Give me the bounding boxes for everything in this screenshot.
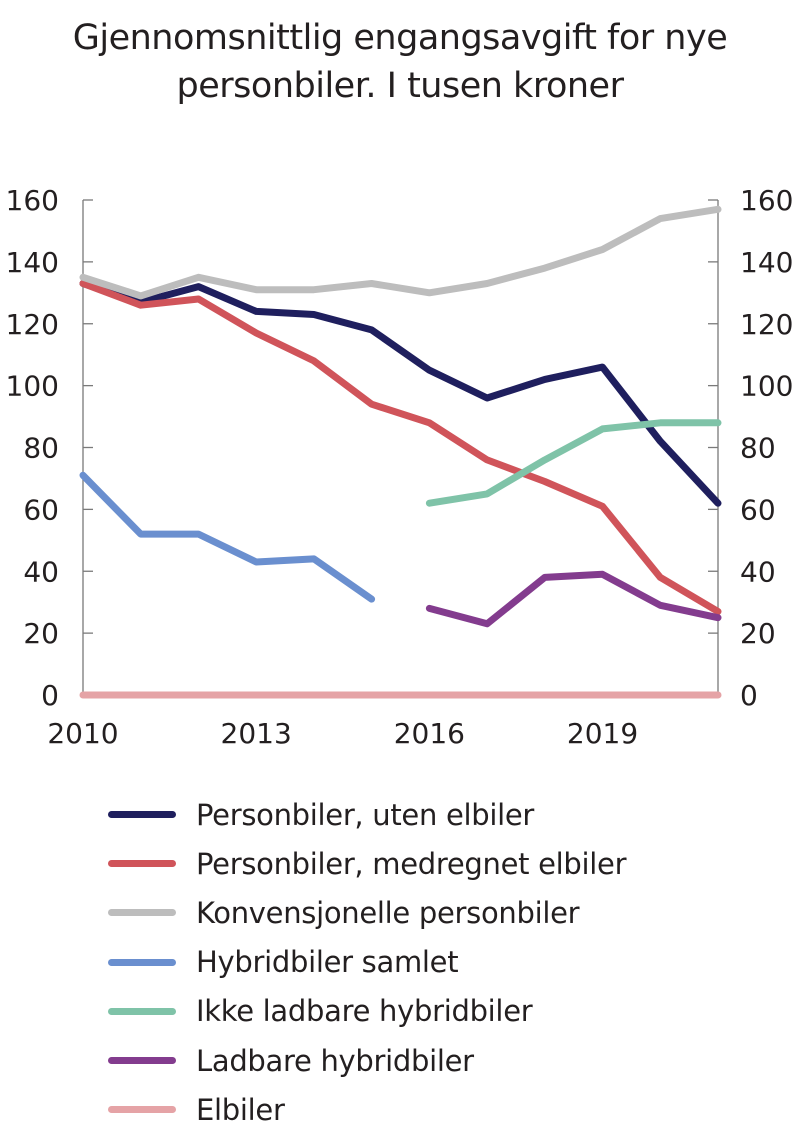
chart-title-line-2: personbiler. I tusen kroner [176,66,624,106]
right-y-tick-label: 20 [740,617,776,650]
left-y-tick-label: 60 [23,493,59,526]
series-line-ikke-ladbare-hybridbiler [425,419,722,507]
left-y-tick-label: 0 [41,679,59,712]
legend-item: Hybridbiler samlet [108,938,626,987]
legend-label: Hybridbiler samlet [196,945,459,980]
right-y-tick-label: 160 [740,184,793,217]
x-tick-label: 2019 [567,717,638,750]
left-y-tick-label: 160 [6,184,59,217]
legend-swatch-icon [108,811,176,819]
series-line-ladbare-hybridbiler [425,570,722,628]
legend-item: Ikke ladbare hybridbiler [108,987,626,1036]
legend-swatch-icon [108,909,176,917]
left-y-tick-label: 100 [6,370,59,403]
right-y-tick-label: 0 [740,679,758,712]
right-y-tick-label: 60 [740,493,776,526]
right-y-tick-label: 100 [740,370,793,403]
legend-item: Ladbare hybridbiler [108,1036,626,1085]
left-y-tick-label: 140 [6,246,59,279]
legend-swatch-icon [108,860,176,868]
axes: 0 0 20 20 40 40 60 60 80 80 100 100 120 120 140 140 160 1… [6,184,794,750]
series-lines [79,205,722,699]
legend: Personbiler, uten elbiler Personbiler, me… [108,790,627,1134]
legend-swatch-icon [108,958,176,966]
legend-item: Elbiler [108,1085,626,1134]
chart-title: Gjennomsnittlig engangsavgift for nye pe… [0,14,800,110]
right-y-tick-label: 140 [740,246,793,279]
series-line-hybridbiler-samlet [79,471,376,603]
left-y-tick-label: 80 [23,432,59,465]
series-line-personbiler-uten-elbiler [79,280,722,507]
legend-item: Personbiler, medregnet elbiler [108,839,627,888]
legend-label: Personbiler, medregnet elbiler [196,846,627,881]
legend-label: Ikke ladbare hybridbiler [196,994,533,1029]
legend-item: Personbiler, uten elbiler [108,790,626,839]
legend-label: Personbiler, uten elbiler [196,797,535,832]
series-line-konvensjonelle-personbiler [79,205,722,300]
left-y-tick-label: 20 [23,617,59,650]
legend-swatch-icon [108,1007,176,1015]
legend-label: Konvensjonelle personbiler [196,895,580,930]
left-y-tick-label: 120 [6,308,59,341]
right-y-tick-label: 40 [740,555,776,588]
legend-label: Elbiler [196,1092,285,1127]
series-line-personbiler-medregnet-elbiler [79,280,722,615]
right-y-tick-label: 120 [740,308,793,341]
chart-title-line-1: Gjennomsnittlig engangsavgift for nye [72,18,728,58]
legend-item: Konvensjonelle personbiler [108,888,626,937]
legend-swatch-icon [108,1057,176,1065]
legend-label: Ladbare hybridbiler [196,1043,474,1078]
right-y-tick-label: 80 [740,432,776,465]
x-tick-label: 2016 [394,717,465,750]
x-tick-label: 2010 [47,717,118,750]
left-y-tick-label: 40 [23,555,59,588]
line-chart: 0 0 20 20 40 40 60 60 80 80 100 100 120 120 140 140 160 1… [6,184,794,750]
legend-swatch-icon [108,1106,176,1114]
x-tick-label: 2013 [221,717,292,750]
